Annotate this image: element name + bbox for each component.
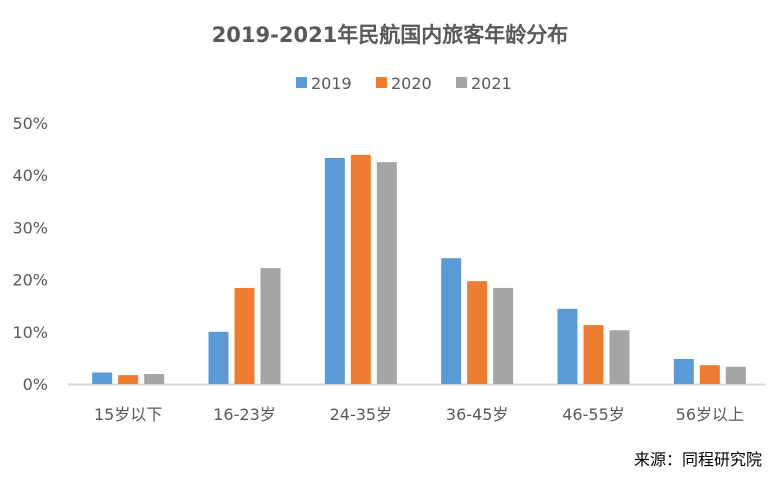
y-tick-label: 50%: [12, 114, 48, 133]
bar-2020-1: [234, 287, 255, 384]
bar-2021-4: [609, 330, 630, 384]
x-tick-label: 24-35岁: [330, 405, 393, 424]
legend-label: 2021: [471, 74, 512, 93]
chart-title: 2019-2021年民航国内旅客年龄分布: [212, 23, 569, 47]
source-note: 来源：同程研究院: [634, 450, 762, 469]
bar-2021-2: [376, 162, 397, 384]
bar-2019-0: [92, 372, 113, 384]
x-tick-label: 56岁以上: [676, 405, 744, 424]
bar-2019-3: [441, 258, 462, 384]
bars: [92, 154, 746, 384]
y-tick-label: 30%: [12, 218, 48, 237]
y-tick-label: 0%: [23, 375, 48, 394]
legend-label: 2020: [391, 74, 432, 93]
x-tick-label: 15岁以下: [94, 405, 162, 424]
y-tick-label: 40%: [12, 166, 48, 185]
bar-2020-3: [467, 281, 488, 384]
bar-2020-0: [118, 375, 139, 384]
bar-2021-5: [725, 366, 746, 384]
legend-label: 2019: [311, 74, 352, 93]
x-tick-label: 36-45岁: [446, 405, 509, 424]
bar-2020-2: [350, 154, 371, 384]
bar-2019-5: [673, 358, 694, 384]
bar-2021-3: [493, 287, 514, 384]
x-tick-label: 46-55岁: [562, 405, 625, 424]
y-tick-label: 20%: [12, 271, 48, 290]
legend-swatch-2020: [376, 77, 387, 88]
bar-2020-4: [583, 325, 604, 384]
bar-2019-2: [324, 157, 345, 384]
bar-2019-4: [557, 308, 578, 384]
bar-2019-1: [208, 331, 229, 384]
y-tick-label: 10%: [12, 323, 48, 342]
legend-swatch-2021: [456, 77, 467, 88]
bar-2020-5: [699, 365, 720, 384]
x-axis: 15岁以下 16-23岁 24-35岁 36-45岁 46-55岁 56岁以上: [94, 405, 744, 424]
legend: 2019 2020 2021: [296, 74, 512, 93]
legend-swatch-2019: [296, 77, 307, 88]
bar-2021-1: [260, 268, 281, 384]
y-axis: 0% 10% 20% 30% 40% 50%: [12, 114, 48, 394]
bar-2021-0: [144, 374, 165, 384]
x-tick-label: 16-23岁: [213, 405, 276, 424]
